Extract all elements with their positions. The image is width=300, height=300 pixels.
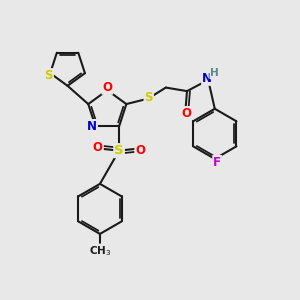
Text: H: H bbox=[210, 68, 219, 78]
Text: CH$_3$: CH$_3$ bbox=[89, 244, 111, 258]
Text: N: N bbox=[202, 72, 212, 85]
Text: O: O bbox=[135, 143, 145, 157]
Text: S: S bbox=[114, 144, 124, 157]
Text: O: O bbox=[93, 141, 103, 154]
Text: N: N bbox=[87, 120, 97, 133]
Text: S: S bbox=[145, 91, 153, 104]
Text: S: S bbox=[44, 69, 53, 82]
Text: F: F bbox=[213, 156, 221, 169]
Text: O: O bbox=[102, 81, 112, 94]
Text: O: O bbox=[181, 107, 191, 120]
